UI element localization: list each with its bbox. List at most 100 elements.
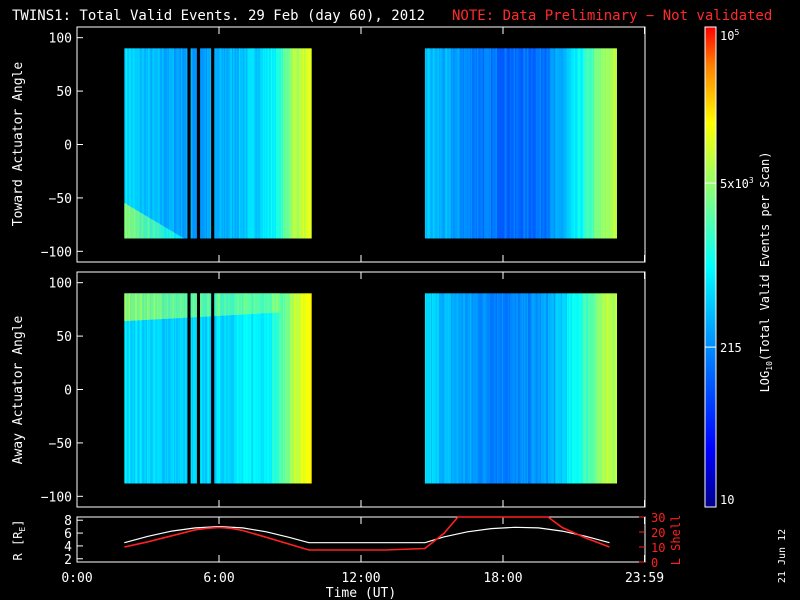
heatmap-column: [184, 293, 187, 484]
heatmap-column: [604, 48, 607, 239]
heatmap-column: [584, 293, 587, 484]
heatmap-column: [126, 48, 129, 239]
heatmap-column: [486, 48, 489, 239]
heatmap-column: [538, 293, 541, 484]
radius-line: [124, 525, 610, 544]
heatmap-column: [274, 48, 277, 239]
heatmap-column: [252, 48, 254, 239]
heatmap-column: [556, 293, 558, 484]
heatmap-enhancement: [169, 230, 171, 239]
heatmap-column: [478, 48, 480, 239]
heatmap-column: [190, 48, 193, 239]
heatmap-column: [572, 293, 575, 484]
heatmap-column: [531, 48, 533, 239]
heatmap-column: [220, 48, 222, 239]
heatmap-column: [305, 48, 307, 239]
date-stamp: 21 Jun 12: [777, 529, 788, 583]
heatmap-column: [603, 293, 606, 484]
heatmap-column: [590, 293, 593, 484]
heatmap-column: [574, 293, 576, 484]
heatmap-column: [280, 293, 283, 484]
heatmap-enhancement: [169, 293, 171, 319]
heatmap-column: [455, 293, 458, 484]
heatmap-column: [191, 293, 194, 484]
heatmap-column: [443, 48, 446, 239]
heatmap-column: [494, 48, 497, 239]
heatmap-column: [242, 293, 245, 484]
heatmap-column: [493, 48, 496, 239]
heatmap-column: [275, 48, 278, 239]
heatmap-column: [133, 48, 136, 239]
heatmap-column: [272, 48, 274, 239]
heatmap-column: [205, 293, 208, 484]
heatmap-column: [558, 48, 561, 239]
heatmap-column: [537, 293, 539, 484]
x-tick-label: 18:00: [483, 571, 522, 586]
heatmap-column: [427, 48, 429, 239]
heatmap-column: [499, 293, 502, 484]
heatmap-column: [263, 293, 266, 484]
heatmap-column: [142, 48, 144, 239]
heatmap-column: [460, 293, 462, 484]
heatmap-column: [455, 48, 458, 239]
heatmap-column: [235, 48, 238, 239]
heatmap-column: [241, 48, 244, 239]
heatmap-column: [466, 293, 468, 484]
heatmap-column: [217, 48, 220, 239]
heatmap-column: [591, 48, 594, 239]
heatmap-column: [301, 48, 304, 239]
heatmap-column: [547, 48, 550, 239]
heatmap-column: [293, 48, 296, 239]
heatmap-column: [594, 293, 596, 484]
heatmap-column: [489, 293, 492, 484]
heatmap-enhancement: [126, 204, 129, 239]
heatmap-column: [452, 293, 454, 484]
heatmap-column: [145, 293, 148, 484]
heatmap-enhancement: [158, 223, 161, 239]
heatmap-enhancement: [125, 293, 128, 322]
heatmap-column: [524, 48, 526, 239]
heatmap-column: [570, 48, 573, 239]
heatmap-column: [195, 293, 197, 484]
heatmap-enhancement: [133, 208, 136, 239]
heatmap-column: [553, 293, 556, 484]
heatmap-enhancement: [134, 209, 137, 239]
heatmap-column: [183, 293, 186, 484]
heatmap-column: [564, 48, 567, 239]
heatmap-enhancement: [162, 225, 164, 239]
heatmap-column: [227, 293, 229, 484]
heatmap-column: [513, 48, 516, 239]
heatmap-enhancement: [207, 293, 209, 317]
heatmap-column: [253, 48, 255, 239]
heatmap-enhancement: [132, 208, 135, 239]
heatmap-column: [589, 293, 591, 484]
heatmap-column: [562, 293, 564, 484]
heatmap-column: [446, 48, 448, 239]
heatmap-column: [465, 48, 467, 239]
heatmap-column: [146, 293, 149, 484]
heatmap-column: [310, 48, 312, 239]
heatmap-column: [246, 293, 248, 484]
heatmap-enhancement: [166, 293, 169, 319]
heatmap-column: [574, 48, 576, 239]
heatmap-enhancement: [261, 293, 264, 314]
y-tick-label: −50: [49, 437, 72, 452]
heatmap-column: [571, 293, 574, 484]
x-tick-label: 0:00: [61, 571, 92, 586]
heatmap-enhancement: [232, 293, 234, 316]
heatmap-column: [510, 293, 512, 484]
heatmap-column: [534, 293, 537, 484]
heatmap-column: [209, 48, 212, 239]
y-tick-label: 30: [651, 511, 665, 525]
heatmap-column: [533, 293, 536, 484]
heatmap-column: [424, 293, 427, 484]
heatmap-column: [487, 48, 490, 239]
heatmap-column: [447, 48, 449, 239]
heatmap-column: [239, 48, 241, 239]
heatmap-column: [591, 293, 594, 484]
heatmap-enhancement: [278, 293, 280, 313]
heatmap-enhancement: [195, 293, 197, 318]
heatmap-column: [310, 293, 312, 484]
heatmap-column: [228, 293, 231, 484]
heatmap-column: [526, 48, 529, 239]
